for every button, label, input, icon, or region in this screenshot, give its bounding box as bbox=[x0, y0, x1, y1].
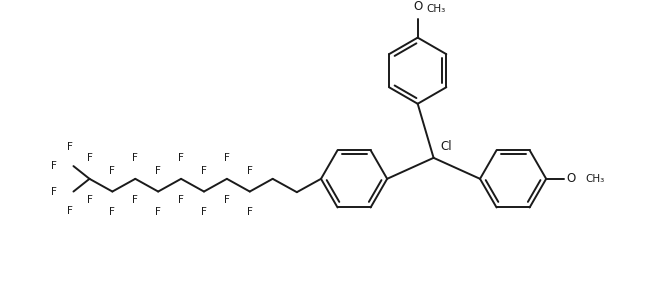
Text: F: F bbox=[51, 161, 57, 171]
Text: F: F bbox=[133, 195, 138, 205]
Text: F: F bbox=[109, 166, 115, 176]
Text: Cl: Cl bbox=[440, 140, 452, 153]
Text: CH₃: CH₃ bbox=[426, 4, 445, 14]
Text: F: F bbox=[201, 208, 207, 217]
Text: F: F bbox=[155, 166, 161, 176]
Text: F: F bbox=[68, 142, 73, 152]
Text: CH₃: CH₃ bbox=[586, 174, 605, 184]
Text: F: F bbox=[86, 153, 92, 163]
Text: F: F bbox=[247, 166, 253, 176]
Text: F: F bbox=[51, 187, 57, 197]
Text: F: F bbox=[178, 195, 184, 205]
Text: F: F bbox=[109, 208, 115, 217]
Text: F: F bbox=[224, 195, 230, 205]
Text: F: F bbox=[178, 153, 184, 163]
Text: F: F bbox=[133, 153, 138, 163]
Text: F: F bbox=[86, 195, 92, 205]
Text: F: F bbox=[201, 166, 207, 176]
Text: O: O bbox=[413, 0, 422, 14]
Text: F: F bbox=[247, 208, 253, 217]
Text: F: F bbox=[68, 205, 73, 216]
Text: F: F bbox=[224, 153, 230, 163]
Text: O: O bbox=[567, 172, 576, 185]
Text: F: F bbox=[155, 208, 161, 217]
